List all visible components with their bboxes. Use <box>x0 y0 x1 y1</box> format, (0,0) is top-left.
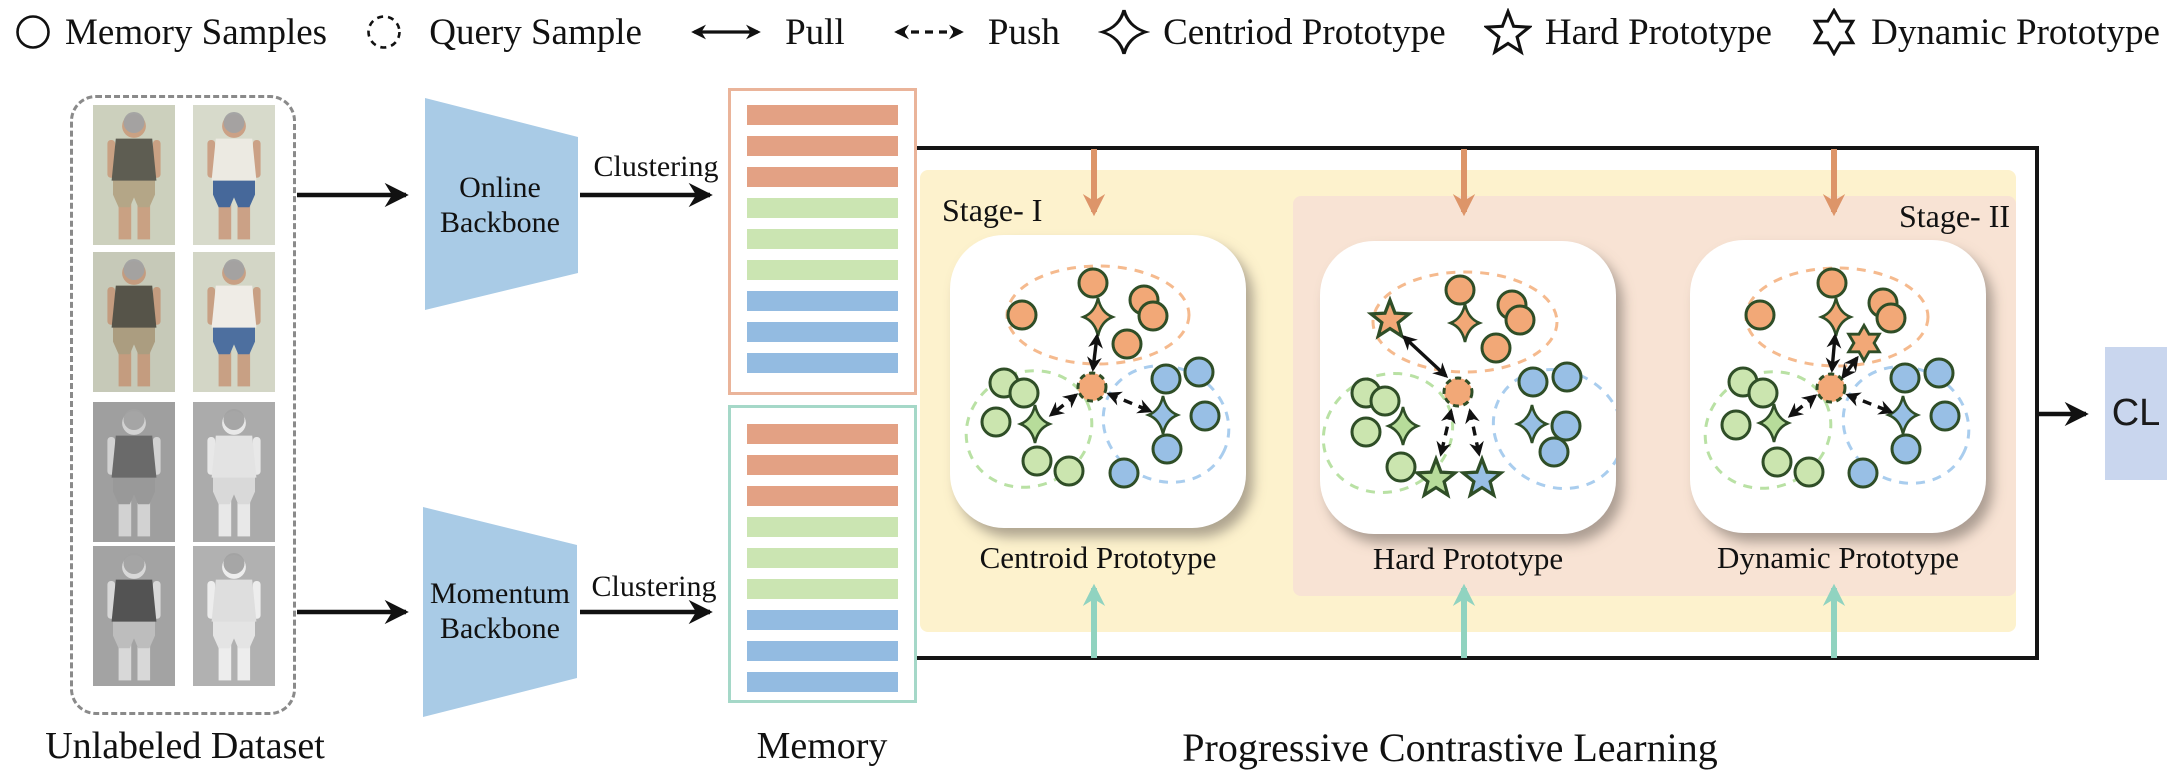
unlabeled-dataset-label: Unlabeled Dataset <box>45 725 325 767</box>
six-point-star-icon <box>1813 8 1855 56</box>
legend-label: Centriod Prototype <box>1163 11 1446 53</box>
memory-bar-green <box>747 579 898 599</box>
five-point-star-icon <box>1485 10 1531 54</box>
legend-item-hard-prototype: Hard Prototype <box>1484 8 1772 56</box>
memory-bar-orange <box>747 486 898 506</box>
memory-bar-blue <box>747 641 898 661</box>
legend-label: Hard Prototype <box>1544 11 1772 53</box>
pull-arrow <box>1841 355 1859 380</box>
centroid-prototype-panel <box>950 235 1246 528</box>
clustering-label-bottom: Clustering <box>591 570 717 603</box>
green-hard-star-icon <box>1415 457 1457 497</box>
push-arrow <box>1465 408 1484 457</box>
person-photo-rgb <box>193 252 275 392</box>
orange-centroid-star-icon <box>1820 296 1852 338</box>
momentum-backbone-shape <box>423 507 577 717</box>
blue-centroid-star-icon <box>1516 403 1548 445</box>
stage1-label: Stage- I <box>942 192 1043 228</box>
memory-bar-orange <box>747 105 898 125</box>
memory-bar-orange <box>747 136 898 156</box>
green-centroid-star-icon <box>1758 402 1790 444</box>
person-photo-rgb <box>93 252 175 392</box>
cl-box: CL <box>2105 347 2167 480</box>
memory-bar-green <box>747 198 898 218</box>
legend-label: Pull <box>785 11 845 53</box>
push-arrow <box>1787 394 1818 418</box>
hard-prototype-panel <box>1320 241 1616 534</box>
orange-centroid-star-icon <box>1449 302 1481 344</box>
memory-bar-blue <box>747 672 898 692</box>
person-photo-infrared <box>93 546 175 686</box>
memory-bar-orange <box>747 424 898 444</box>
pull-arrow <box>1825 333 1842 373</box>
memory-label: Memory <box>756 725 888 767</box>
dynamic-prototype-panel <box>1690 240 1986 533</box>
person-photo-rgb <box>193 105 275 245</box>
legend-label: Dynamic Prototype <box>1871 11 2160 53</box>
hard-cluster-diagram <box>1321 270 1616 497</box>
momentum-memory-bank <box>728 405 917 703</box>
unlabeled-dataset-box <box>70 95 296 715</box>
progressive-contrastive-learning-title: Progressive Contrastive Learning <box>1182 725 1718 770</box>
memory-bar-blue <box>747 291 898 311</box>
legend-label: Query Sample <box>429 11 642 53</box>
legend-item-push: Push <box>883 11 1060 54</box>
query-sample-circle <box>1442 376 1474 408</box>
legend-label: Push <box>987 11 1060 53</box>
memory-bar-blue <box>747 322 898 342</box>
pull-arrow-icon <box>691 24 761 40</box>
four-point-star-icon <box>1100 8 1148 56</box>
blue-hard-star-icon <box>1461 457 1503 497</box>
push-arrow-icon <box>894 24 964 40</box>
online-memory-bank <box>728 88 917 395</box>
legend-item-centroid-prototype: Centriod Prototype <box>1098 7 1446 57</box>
push-arrow <box>1436 408 1456 457</box>
hard-prototype-label: Hard Prototype <box>1372 541 1564 576</box>
dynamic-cluster-diagram <box>1703 266 1971 490</box>
memory-bar-blue <box>747 610 898 630</box>
centroid-prototype-label: Centroid Prototype <box>979 540 1217 575</box>
orange-dynamic-star-icon <box>1847 323 1881 363</box>
momentum-backbone-label: Momentum Backbone <box>430 577 570 646</box>
query-sample-circle <box>1815 372 1847 404</box>
green-cluster-ellipse <box>1321 371 1455 495</box>
memory-bar-green <box>747 548 898 568</box>
blue-centroid-star-icon <box>1147 394 1179 436</box>
orange-centroid-star-icon <box>1082 296 1114 338</box>
pull-arrow <box>1087 333 1103 372</box>
person-photo-rgb <box>93 105 175 245</box>
memory-bar-orange <box>747 455 898 475</box>
circle-outline-icon <box>16 15 50 49</box>
online-backbone-label: Online Backbone <box>440 171 560 240</box>
query-sample-circle <box>1076 371 1108 403</box>
push-arrow <box>1106 391 1153 414</box>
green-centroid-star-icon <box>1019 403 1051 445</box>
legend-item-pull: Pull <box>680 11 845 54</box>
memory-bar-orange <box>747 167 898 187</box>
legend-item-query-sample: Query Sample <box>365 11 642 54</box>
legend-label: Memory Samples <box>65 11 328 53</box>
legend-item-memory-samples: Memory Samples <box>14 11 327 54</box>
memory-bar-blue <box>747 353 898 373</box>
online-backbone-shape <box>425 98 578 310</box>
person-photo-infrared <box>93 402 175 542</box>
blue-centroid-star-icon <box>1887 394 1919 436</box>
person-photo-infrared <box>193 402 275 542</box>
cl-label: CL <box>2111 392 2161 434</box>
pull-arrow <box>1401 335 1449 378</box>
memory-bar-green <box>747 517 898 537</box>
centroid-cluster-diagram <box>964 264 1231 489</box>
legend: Memory Samples Query Sample Pull Push Ce… <box>14 6 2160 58</box>
memory-bar-green <box>747 229 898 249</box>
dynamic-prototype-label: Dynamic Prototype <box>1717 540 1959 575</box>
push-arrow <box>1048 393 1079 417</box>
clustering-label-top: Clustering <box>593 150 719 183</box>
dashed-circle-icon <box>367 15 402 49</box>
memory-bar-green <box>747 260 898 280</box>
push-arrow <box>1845 392 1894 415</box>
legend-item-dynamic-prototype: Dynamic Prototype <box>1810 8 2160 56</box>
stage2-label: Stage- II <box>1898 198 2010 234</box>
person-photo-infrared <box>193 546 275 686</box>
